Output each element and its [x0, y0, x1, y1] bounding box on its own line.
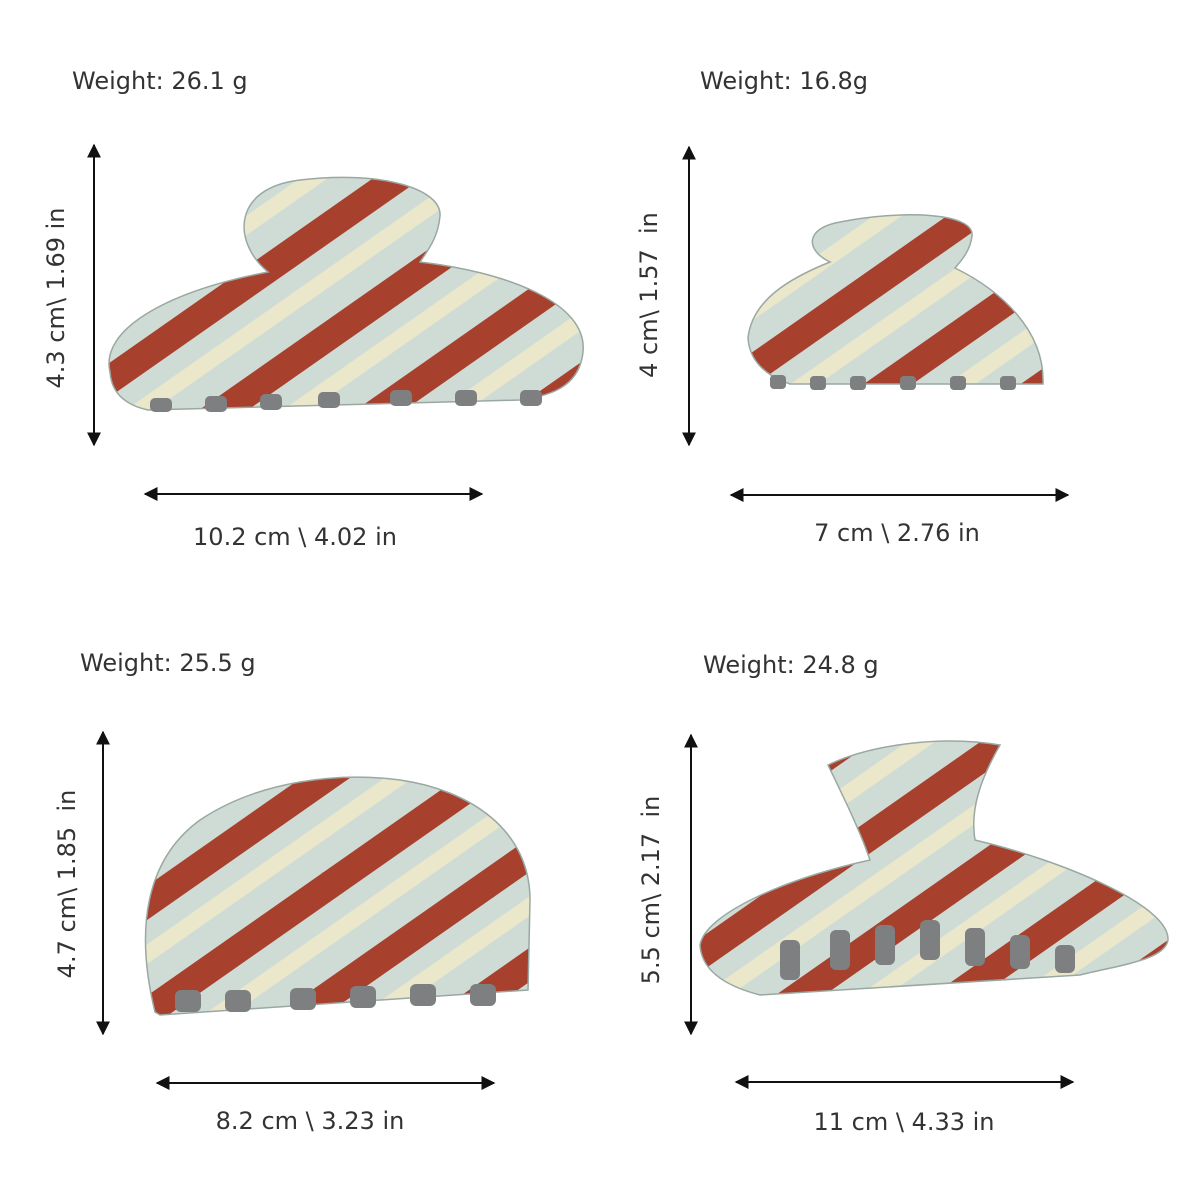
- height-label: 5.5 cm\ 2.17 in: [637, 796, 665, 985]
- weight: Weight: 25.5 g: [80, 649, 256, 677]
- width-label: 8.2 cm \ 3.23 in: [216, 1107, 405, 1135]
- hair-clip: [699, 740, 1169, 996]
- height-label: 4.3 cm\ 1.69 in: [42, 207, 70, 388]
- weight: Weight: 24.8 g: [703, 651, 879, 679]
- height-label: 4.7 cm\ 1.85 in: [53, 790, 81, 979]
- hair-clip: [108, 176, 584, 412]
- hair-clip: [144, 776, 531, 1016]
- hair-clip: [747, 214, 1044, 390]
- weight: Weight: 26.1 g: [72, 67, 248, 95]
- width-label: 10.2 cm \ 4.02 in: [193, 523, 397, 551]
- width-label: 11 cm \ 4.33 in: [813, 1108, 994, 1136]
- weight: Weight: 16.8g: [700, 67, 868, 95]
- height-label: 4 cm\ 1.57 in: [635, 212, 663, 378]
- width-label: 7 cm \ 2.76 in: [814, 519, 980, 547]
